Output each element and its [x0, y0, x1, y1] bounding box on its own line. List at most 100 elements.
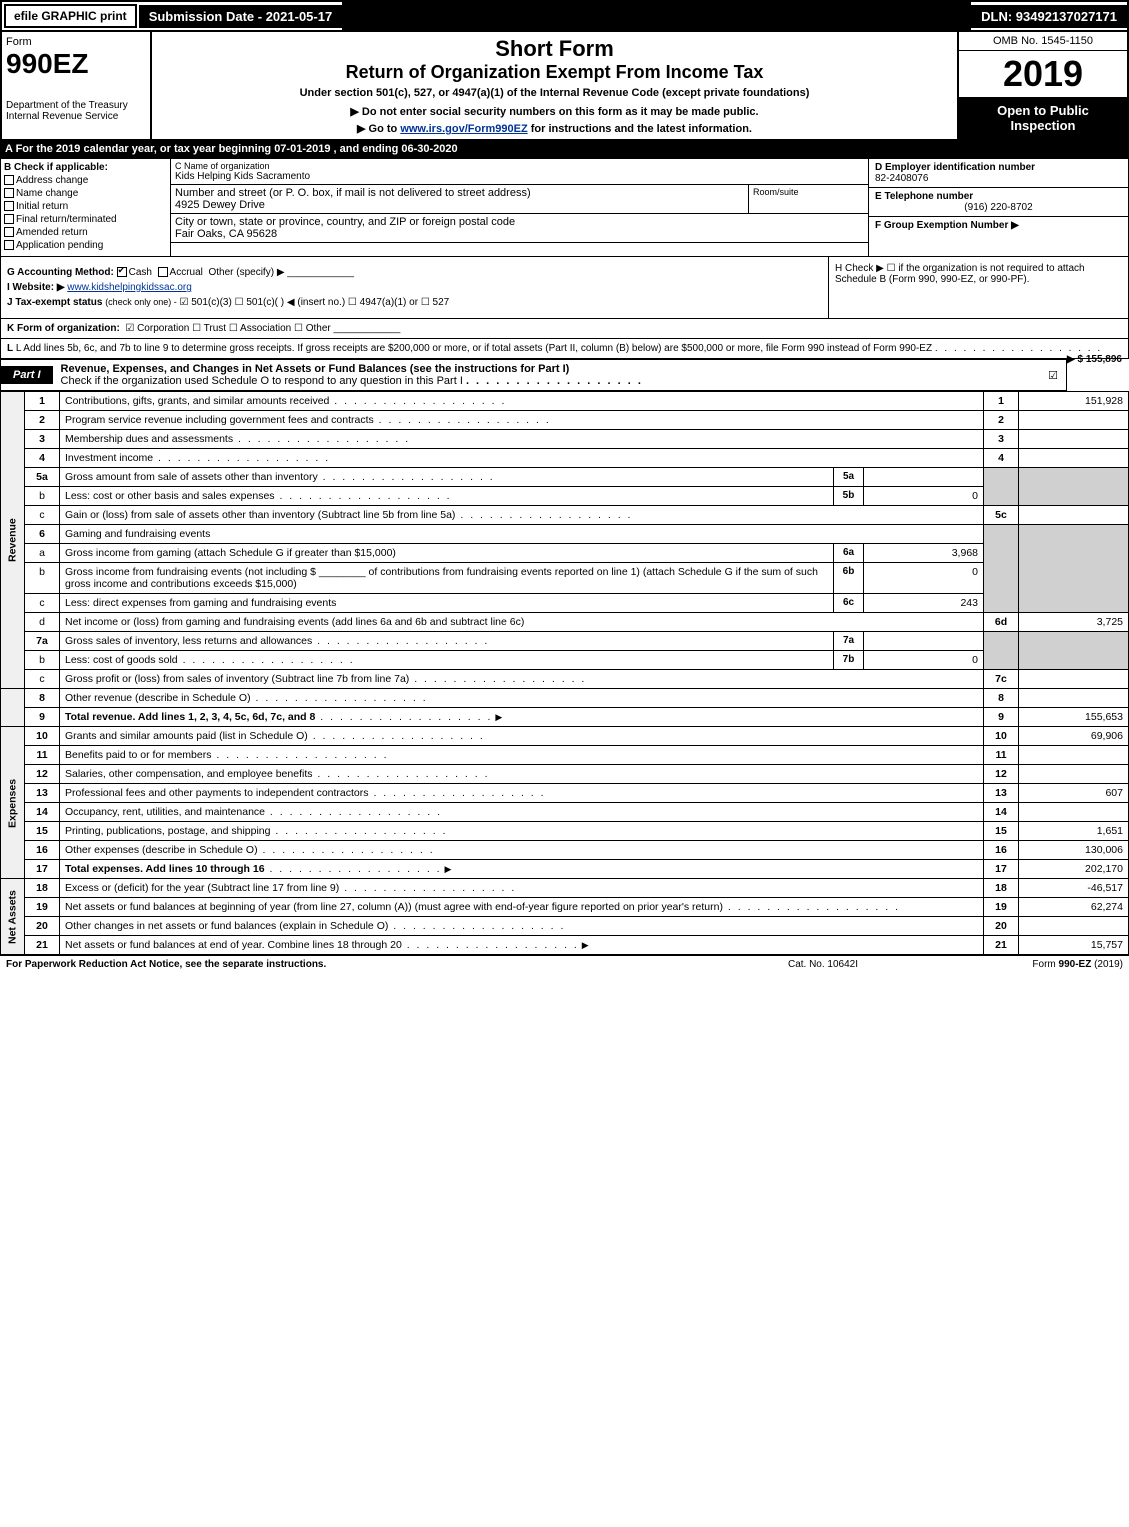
l16-desc: Other expenses (describe in Schedule O) — [60, 841, 984, 860]
l3-num: 3 — [25, 430, 60, 449]
topbar-spacer — [342, 2, 971, 30]
l13-box: 13 — [984, 784, 1019, 803]
l12-val — [1019, 765, 1129, 784]
footer-formref: Form 990-EZ (2019) — [923, 959, 1123, 970]
form-header: Form 990EZ Department of the Treasury In… — [0, 32, 1129, 139]
cb-cash[interactable] — [117, 267, 127, 277]
l6b-sbox: 6b — [834, 563, 864, 594]
ghij-block: G Accounting Method: Cash Accrual Other … — [0, 257, 1129, 319]
t5-pre: ▶ Go to — [357, 123, 400, 135]
l12-num: 12 — [25, 765, 60, 784]
cb-amended-return[interactable]: Amended return — [4, 227, 167, 238]
line-a-taxyear: A For the 2019 calendar year, or tax yea… — [0, 139, 1129, 158]
l12-box: 12 — [984, 765, 1019, 784]
phone-value: (916) 220-8702 — [875, 202, 1122, 213]
cb-accrual[interactable] — [158, 267, 168, 277]
cb-application-pending[interactable]: Application pending — [4, 240, 167, 251]
l18-desc: Excess or (deficit) for the year (Subtra… — [60, 879, 984, 898]
l6a-desc: Gross income from gaming (attach Schedul… — [60, 544, 834, 563]
irs-link[interactable]: www.irs.gov/Form990EZ — [400, 123, 527, 135]
website-link[interactable]: www.kidshelpingkidssac.org — [67, 282, 192, 293]
ein-label: D Employer identification number — [875, 162, 1122, 173]
group-exempt-label: F Group Exemption Number ▶ — [875, 220, 1019, 231]
part1-scho-check[interactable]: ☑ — [1040, 366, 1066, 385]
l16-num: 16 — [25, 841, 60, 860]
l17-val: 202,170 — [1019, 860, 1129, 879]
l17-num: 17 — [25, 860, 60, 879]
dept-treasury: Department of the Treasury — [6, 100, 146, 111]
l21-num: 21 — [25, 936, 60, 955]
l11-num: 11 — [25, 746, 60, 765]
phone-label: E Telephone number — [875, 191, 1122, 202]
l5b-desc: Less: cost or other basis and sales expe… — [60, 487, 834, 506]
l17-box: 17 — [984, 860, 1019, 879]
l5b-sbox: 5b — [834, 487, 864, 506]
l6d-desc: Net income or (loss) from gaming and fun… — [60, 613, 984, 632]
form-number: 990EZ — [6, 48, 146, 80]
room-cell: Room/suite — [748, 185, 868, 214]
cb-address-change[interactable]: Address change — [4, 175, 167, 186]
cb-name-change[interactable]: Name change — [4, 188, 167, 199]
title-short-form: Short Form — [156, 36, 953, 62]
org-name: Kids Helping Kids Sacramento — [175, 171, 864, 182]
l20-val — [1019, 917, 1129, 936]
cb-final-return[interactable]: Final return/terminated — [4, 214, 167, 225]
l1-num: 1 — [25, 392, 60, 411]
t5-post: for instructions and the latest informat… — [531, 123, 752, 135]
l6b-num: b — [25, 563, 60, 594]
l6-shade — [984, 525, 1019, 613]
l15-val: 1,651 — [1019, 822, 1129, 841]
cb-initial-return[interactable]: Initial return — [4, 201, 167, 212]
l9-desc: Total revenue. Add lines 1, 2, 3, 4, 5c,… — [60, 708, 984, 727]
l5c-val — [1019, 506, 1129, 525]
l18-box: 18 — [984, 879, 1019, 898]
line-k: K Form of organization: ☑ Corporation ☐ … — [0, 319, 1129, 339]
dln-number: DLN: 93492137027171 — [971, 5, 1127, 28]
h-text: H Check ▶ ☐ if the organization is not r… — [835, 263, 1085, 285]
l3-desc: Membership dues and assessments — [60, 430, 984, 449]
line-j: J Tax-exempt status (check only one) - ☑… — [7, 297, 822, 308]
l7-shade-val — [1019, 632, 1129, 670]
l3-val — [1019, 430, 1129, 449]
header-right: OMB No. 1545-1150 2019 Open to Public In… — [957, 32, 1127, 139]
l7a-sbox: 7a — [834, 632, 864, 651]
l14-num: 14 — [25, 803, 60, 822]
box-e: E Telephone number (916) 220-8702 — [869, 188, 1128, 217]
l5b-num: b — [25, 487, 60, 506]
l9-val: 155,653 — [1019, 708, 1129, 727]
l6d-box: 6d — [984, 613, 1019, 632]
l4-val — [1019, 449, 1129, 468]
title-instructions: ▶ Go to www.irs.gov/Form990EZ for instru… — [156, 122, 953, 135]
top-toolbar: efile GRAPHIC print Submission Date - 20… — [0, 0, 1129, 32]
efile-print-button[interactable]: efile GRAPHIC print — [4, 4, 137, 28]
l1-desc: Contributions, gifts, grants, and simila… — [60, 392, 984, 411]
l7-shade — [984, 632, 1019, 670]
l7b-sval: 0 — [864, 651, 984, 670]
l14-box: 14 — [984, 803, 1019, 822]
l1-val: 151,928 — [1019, 392, 1129, 411]
l7a-desc: Gross sales of inventory, less returns a… — [60, 632, 834, 651]
l11-desc: Benefits paid to or for members — [60, 746, 984, 765]
l5b-sval: 0 — [864, 487, 984, 506]
l16-val: 130,006 — [1019, 841, 1129, 860]
box-b: B Check if applicable: Address change Na… — [1, 159, 171, 256]
l5c-box: 5c — [984, 506, 1019, 525]
l10-desc: Grants and similar amounts paid (list in… — [60, 727, 984, 746]
l6d-val: 3,725 — [1019, 613, 1129, 632]
l14-val — [1019, 803, 1129, 822]
box-def: D Employer identification number 82-2408… — [868, 159, 1128, 256]
line-i: I Website: ▶ www.kidshelpingkidssac.org — [7, 282, 822, 293]
l4-desc: Investment income — [60, 449, 984, 468]
header-center: Short Form Return of Organization Exempt… — [152, 32, 957, 139]
title-return: Return of Organization Exempt From Incom… — [156, 62, 953, 83]
side-revenue: Revenue — [1, 392, 25, 689]
l6a-sval: 3,968 — [864, 544, 984, 563]
box-h: H Check ▶ ☐ if the organization is not r… — [828, 257, 1128, 318]
l6b-desc: Gross income from fundraising events (no… — [60, 563, 834, 594]
line-l: L L Add lines 5b, 6c, and 7b to line 9 t… — [0, 339, 1129, 359]
l2-val — [1019, 411, 1129, 430]
box-d: D Employer identification number 82-2408… — [869, 159, 1128, 188]
l7c-box: 7c — [984, 670, 1019, 689]
l6c-sbox: 6c — [834, 594, 864, 613]
l13-num: 13 — [25, 784, 60, 803]
